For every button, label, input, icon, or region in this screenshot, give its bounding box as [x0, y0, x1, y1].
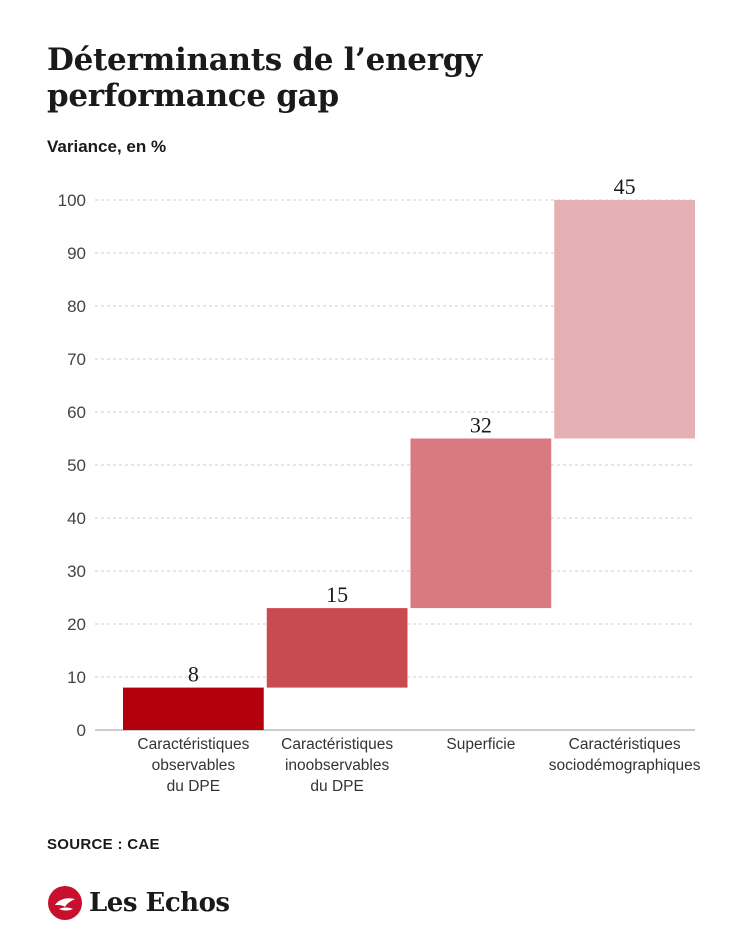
y-tick-label: 20 — [67, 615, 86, 634]
x-tick-label: Caractéristiques observables du DPE — [137, 736, 249, 795]
y-tick-label: 40 — [67, 509, 86, 528]
category-labels: Caractéristiques observables du DPECaracté… — [137, 736, 700, 795]
waterfall-chart: 0 10 20 30 40 50 60 70 80 90 100 8 15 32 45 Caractéri… — [58, 174, 701, 795]
bar — [123, 687, 264, 730]
y-tick-label: 0 — [77, 721, 86, 740]
chart-title: Déterminants de l’energy performance gap — [47, 42, 482, 114]
logo-emblem-icon — [48, 886, 82, 920]
y-tick-label: 100 — [58, 191, 86, 210]
les-echos-logo: Les Echos — [47, 885, 230, 921]
y-tick-label: 50 — [67, 456, 86, 475]
x-tick-label-line: du DPE — [167, 778, 220, 795]
chart-subtitle: Variance, en % — [47, 137, 167, 156]
x-tick-label-line: inoobservables — [285, 757, 390, 774]
bars — [123, 200, 695, 730]
y-tick-label: 60 — [67, 403, 86, 422]
bar — [554, 200, 695, 439]
x-tick-label-line: observables — [152, 757, 236, 774]
data-label: 32 — [470, 413, 492, 438]
bar — [410, 438, 552, 609]
x-tick-label: Superficie — [446, 736, 515, 753]
y-tick-label: 80 — [67, 297, 86, 316]
bar — [266, 608, 408, 688]
y-tick-label: 30 — [67, 562, 86, 581]
data-label: 15 — [326, 582, 348, 607]
x-tick-label-line: du DPE — [310, 778, 363, 795]
x-tick-label-line: Caractéristiques — [281, 736, 393, 753]
data-label: 8 — [188, 662, 199, 687]
x-tick-label: Caractéristiques sociodémographiques — [549, 736, 701, 774]
value-labels: 8 15 32 45 — [188, 174, 636, 687]
x-tick-label-line: Superficie — [446, 736, 515, 753]
data-label: 45 — [614, 174, 636, 199]
logo-text: Les Echos — [89, 888, 230, 918]
y-axis-ticks: 0 10 20 30 40 50 60 70 80 90 100 — [58, 191, 86, 740]
x-tick-label-line: Caractéristiques — [569, 736, 681, 753]
source-note: SOURCE : CAE — [47, 836, 160, 853]
y-tick-label: 10 — [67, 668, 86, 687]
x-tick-label-line: sociodémographiques — [549, 757, 701, 774]
y-tick-label: 90 — [67, 244, 86, 263]
y-tick-label: 70 — [67, 350, 86, 369]
x-tick-label: Caractéristiques inoobservables du DPE — [281, 736, 393, 795]
x-tick-label-line: Caractéristiques — [137, 736, 249, 753]
